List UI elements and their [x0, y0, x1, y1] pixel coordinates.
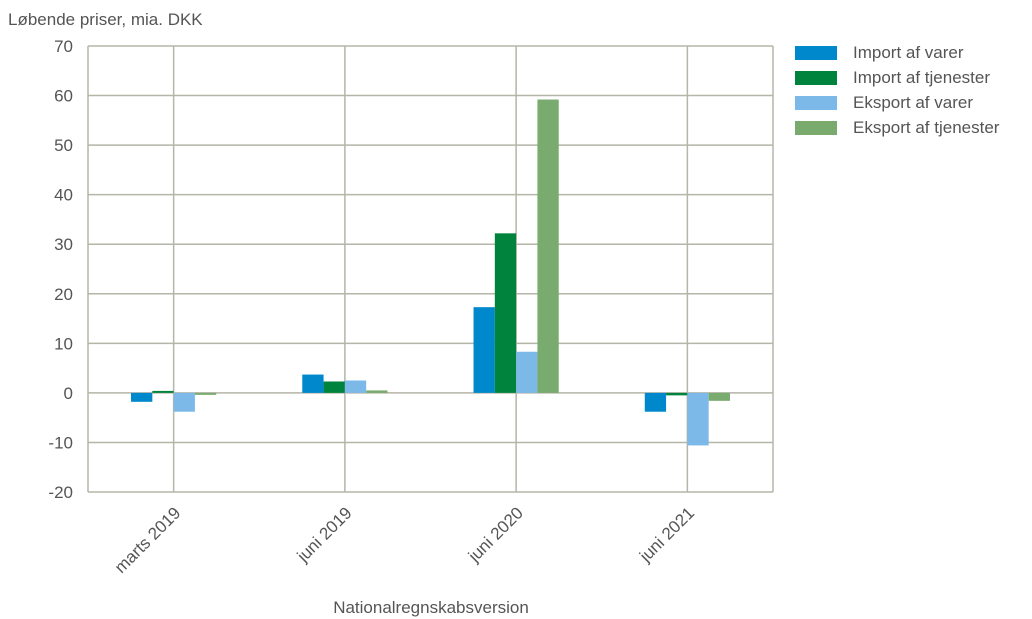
y-tick-labels: -20 -10 0 10 20 30 40 50 60 70: [48, 37, 73, 502]
x-tick-label: juni 2019: [293, 503, 356, 566]
y-tick-label: 10: [54, 334, 73, 353]
legend-swatch: [795, 95, 837, 110]
bars: [131, 99, 730, 446]
y-tick-label: 70: [54, 37, 73, 56]
x-tick-label: juni 2020: [464, 503, 527, 566]
grid-lines: [87, 45, 774, 493]
y-tick-label: 40: [54, 186, 73, 205]
y-tick-label: 20: [54, 285, 73, 304]
x-axis-title: Nationalregnskabsversion: [333, 598, 529, 617]
y-tick-label: 50: [54, 136, 73, 155]
legend-label: Import af tjenester: [853, 67, 991, 87]
y-tick-label: -20: [48, 483, 73, 502]
legend-label: Eksport af tjenester: [853, 117, 1000, 137]
legend-item: Eksport af tjenester: [795, 115, 999, 140]
bar: [302, 374, 324, 393]
legend-item: Eksport af varer: [795, 90, 999, 115]
y-tick-label: -10: [48, 433, 73, 452]
bar: [473, 307, 495, 393]
bar: [366, 390, 388, 393]
bar: [537, 99, 559, 393]
y-tick-label: 30: [54, 235, 73, 254]
legend-label: Eksport af varer: [853, 92, 973, 112]
legend: Import af varer Import af tjenester Ekspor…: [795, 40, 999, 140]
bar: [344, 380, 367, 393]
y-unit-label: Løbende priser, mia. DKK: [8, 10, 203, 29]
bar: [644, 392, 667, 412]
legend-label: Import af varer: [853, 42, 964, 62]
bar: [173, 392, 195, 412]
bar: [666, 392, 688, 396]
bar: [494, 233, 517, 393]
x-tick-label: marts 2019: [111, 503, 185, 577]
bar: [323, 381, 345, 393]
legend-item: Import af varer: [795, 40, 999, 65]
legend-swatch: [795, 120, 837, 135]
bar: [131, 392, 153, 402]
x-tick-label: juni 2021: [635, 503, 698, 566]
legend-item: Import af tjenester: [795, 65, 999, 90]
y-tick-label: 0: [64, 384, 73, 403]
bar: [152, 390, 174, 393]
y-tick-label: 60: [54, 87, 73, 106]
x-tick-labels: marts 2019 juni 2019 juni 2020 juni 2021: [111, 503, 698, 577]
bar: [687, 392, 709, 446]
legend-swatch: [795, 70, 837, 85]
bar: [708, 392, 730, 401]
legend-swatch: [795, 45, 837, 60]
bar: [194, 392, 217, 395]
bar: [516, 351, 538, 393]
